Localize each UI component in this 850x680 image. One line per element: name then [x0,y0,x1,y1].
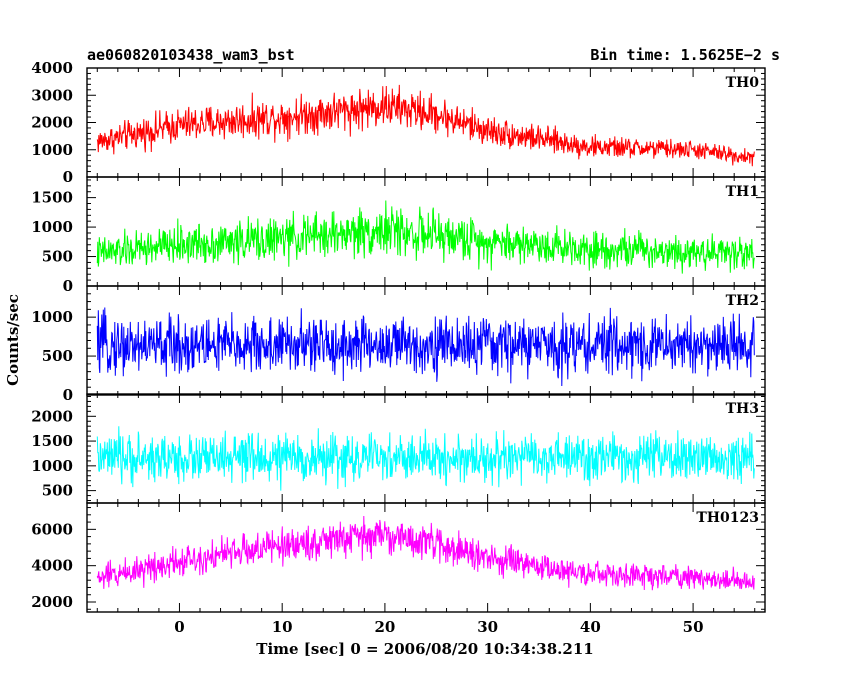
x-tick-label: 10 [272,618,293,636]
y-tick-label: 500 [42,482,73,500]
x-tick-label: 50 [683,618,704,636]
y-tick-label: 0 [63,168,73,186]
x-tick-label: 30 [477,618,498,636]
panels-group: 0 1000 2000 3000 4000 TH0 0 500 1000 1500 TH1 0 500 1… [31,59,766,613]
series-trace-th2 [96,307,755,387]
y-tick-label: 500 [42,248,73,266]
panel-label-th3: TH3 [726,401,759,417]
panel-label-th1: TH1 [726,184,759,200]
series-trace-th0 [96,84,755,167]
y-tick-label: 0 [63,386,73,404]
plot-title: ae060820103438_wam3_bst [87,46,295,64]
x-tick-label: 20 [374,618,395,636]
y-axis-title: Counts/sec [4,294,22,386]
y-tick-label: 1500 [31,189,73,207]
x-tick-label: 0 [174,618,184,636]
y-tick-label: 6000 [31,520,73,538]
panel-label-th2: TH2 [726,293,759,309]
y-tick-label: 1000 [31,141,73,159]
y-tick-label: 1000 [31,308,73,326]
y-tick-label: 0 [63,277,73,295]
panel-label-th0: TH0 [726,75,760,91]
y-tick-label: 4000 [31,557,73,575]
x-axis-title: Time [sec] 0 = 2006/08/20 10:34:38.211 [256,640,593,658]
panel-th0: 0 1000 2000 3000 4000 TH0 [31,59,766,186]
panel-th0123: 2000 4000 6000 TH0123 [31,502,766,613]
y-tick-label: 2000 [31,593,73,611]
y-tick-label: 1500 [31,432,73,450]
bin-time-label: Bin time: 1.5625E−2 s [590,46,780,64]
series-trace-th1 [96,200,755,274]
panel-label-th0123: TH0123 [696,510,759,526]
panel-th1: 0 500 1000 1500 TH1 [31,176,766,295]
series-trace-th0123 [96,515,755,591]
series-trace-th3 [96,426,755,491]
y-tick-label: 1000 [31,457,73,475]
y-tick-label: 3000 [31,86,73,104]
y-tick-label: 4000 [31,59,73,77]
y-tick-label: 2000 [31,407,73,425]
panel-th3: 500 1000 1500 2000 TH3 [31,393,766,504]
y-tick-label: 1000 [31,218,73,236]
x-axis: 0 10 20 30 40 50 [174,618,703,636]
x-tick-label: 40 [580,618,601,636]
y-tick-label: 500 [42,347,73,365]
y-tick-label: 2000 [31,114,73,132]
panel-frame [86,502,766,613]
panel-frame [86,176,766,287]
panel-th2: 0 500 1000 TH2 [31,285,766,404]
